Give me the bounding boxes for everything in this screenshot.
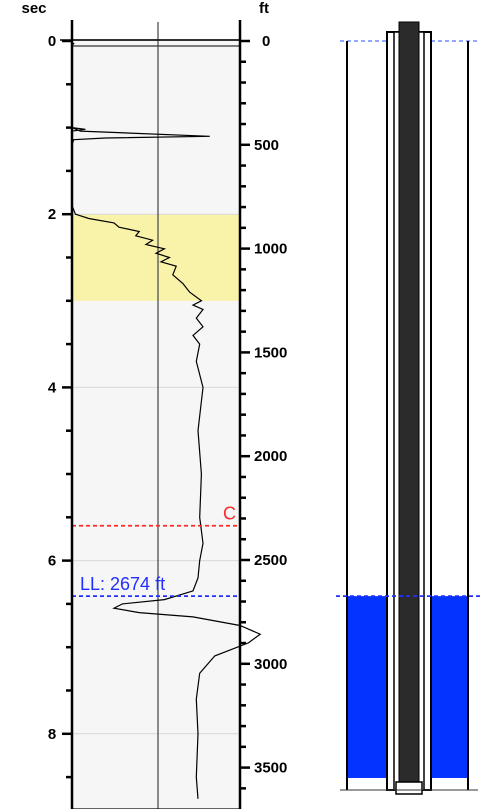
left-tick-label: 0: [48, 33, 56, 50]
left-tick-label: 2: [48, 206, 56, 223]
right-axis-ticks: 0 500 1000 1500 2000 2500 3000 3500: [240, 33, 287, 790]
marker-c-label: C: [223, 504, 236, 524]
rod-string: [398, 21, 420, 783]
right-tick-label: 500: [254, 137, 279, 154]
right-tick-label: 3000: [254, 656, 287, 673]
right-tick-label: 1000: [254, 241, 287, 258]
acoustic-trace: [71, 41, 262, 799]
rod-pump: [395, 781, 423, 795]
left-tick-label: 4: [48, 379, 57, 396]
left-axis-ticks: 0 2 4 6 8: [48, 33, 72, 779]
well-diagram: [336, 21, 480, 795]
left-axis: sec 0 2 4 6 8: [21, 0, 74, 809]
highlight-zone: [72, 214, 240, 301]
right-axis-unit: ft: [259, 0, 269, 17]
right-axis: ft 0 500 1000 1500 2000 2500 3000 3500: [238, 0, 287, 809]
left-tick-label: 6: [48, 553, 56, 570]
right-tick-label: 2000: [254, 448, 287, 465]
left-axis-unit: sec: [21, 0, 46, 17]
fluid-column-right: [431, 596, 468, 778]
right-tick-label: 3500: [254, 760, 287, 777]
log-gridlines: [72, 213, 240, 735]
depth-markers: C LL: 2674 ft: [72, 504, 240, 598]
marker-ll-label: LL: 2674 ft: [80, 574, 165, 594]
left-tick-label: 8: [48, 726, 56, 743]
log-panel-background: [72, 40, 240, 809]
right-tick-label: 1500: [254, 344, 287, 361]
right-tick-label: 0: [262, 33, 270, 50]
log-panel: C LL: 2674 ft: [60, 22, 262, 809]
right-tick-label: 2500: [254, 552, 287, 569]
fluid-column-left: [347, 596, 387, 778]
